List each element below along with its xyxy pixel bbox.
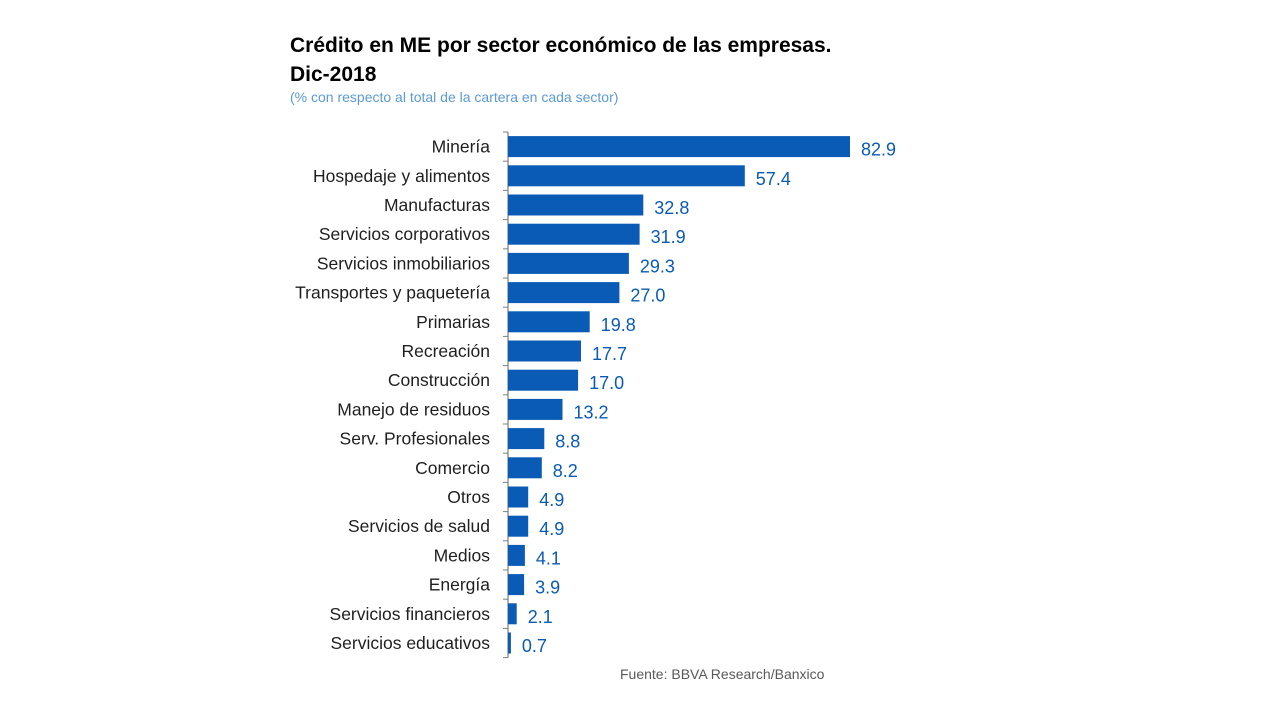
category-label: Hospedaje y alimentos (313, 166, 490, 186)
bar (508, 603, 517, 625)
bar (508, 311, 590, 333)
value-label: 13.2 (574, 402, 609, 422)
category-label: Recreación (401, 341, 490, 361)
bar (508, 398, 563, 420)
category-label: Serv. Profesionales (340, 429, 491, 449)
bar (508, 252, 629, 274)
chart-title: Crédito en ME por sector económico de la… (290, 34, 832, 86)
value-label: 4.9 (539, 490, 564, 510)
bar (508, 632, 511, 654)
category-label: Energía (429, 575, 491, 595)
category-label: Servicios educativos (330, 633, 490, 653)
bar (508, 282, 620, 304)
value-label: 4.9 (539, 519, 564, 539)
category-label: Servicios de salud (348, 516, 490, 536)
value-label: 17.7 (592, 344, 627, 364)
category-label: Servicios inmobiliarios (317, 253, 490, 273)
value-label: 31.9 (651, 227, 686, 247)
chart-subtitle: (% con respecto al total de la cartera e… (290, 89, 619, 105)
category-labels: Minería Hospedaje y alimentos Manufacturas… (295, 137, 490, 653)
bar (508, 165, 745, 187)
category-label: Manufacturas (384, 195, 490, 215)
bar (508, 457, 542, 479)
value-label: 82.9 (861, 140, 896, 160)
value-labels: 82.9 57.4 32.8 31.9 29.3 27.0 19.8 17.7 17.0 13.2… (522, 140, 896, 656)
bar (508, 574, 525, 596)
value-label: 4.1 (536, 548, 561, 568)
value-label: 0.7 (522, 636, 547, 656)
category-label: Minería (432, 137, 491, 157)
category-label: Manejo de residuos (337, 399, 490, 419)
value-label: 2.1 (528, 607, 553, 627)
bars (508, 136, 850, 654)
value-label: 29.3 (640, 256, 675, 276)
category-label: Comercio (415, 458, 490, 478)
value-label: 8.2 (553, 461, 578, 481)
value-label: 17.0 (589, 373, 624, 393)
category-label: Medios (434, 545, 491, 565)
category-label: Servicios financieros (330, 604, 491, 624)
value-label: 27.0 (630, 286, 665, 306)
bar (508, 223, 640, 245)
value-label: 3.9 (535, 578, 560, 598)
value-label: 19.8 (601, 315, 636, 335)
value-label: 8.8 (555, 432, 580, 452)
bar (508, 515, 529, 537)
category-label: Construcción (388, 370, 490, 390)
bar (508, 194, 644, 216)
value-label: 32.8 (654, 198, 689, 218)
category-label: Transportes y paquetería (295, 283, 490, 303)
bar (508, 486, 529, 508)
bar (508, 340, 581, 362)
category-axis (503, 131, 509, 659)
bar (508, 544, 525, 566)
category-label: Primarias (416, 312, 490, 332)
value-label: 57.4 (756, 169, 791, 189)
category-label: Otros (447, 487, 490, 507)
bar (508, 136, 850, 158)
bar (508, 428, 545, 450)
bar (508, 369, 579, 391)
source-note: Fuente: BBVA Research/Banxico (620, 666, 825, 682)
category-label: Servicios corporativos (319, 224, 490, 244)
